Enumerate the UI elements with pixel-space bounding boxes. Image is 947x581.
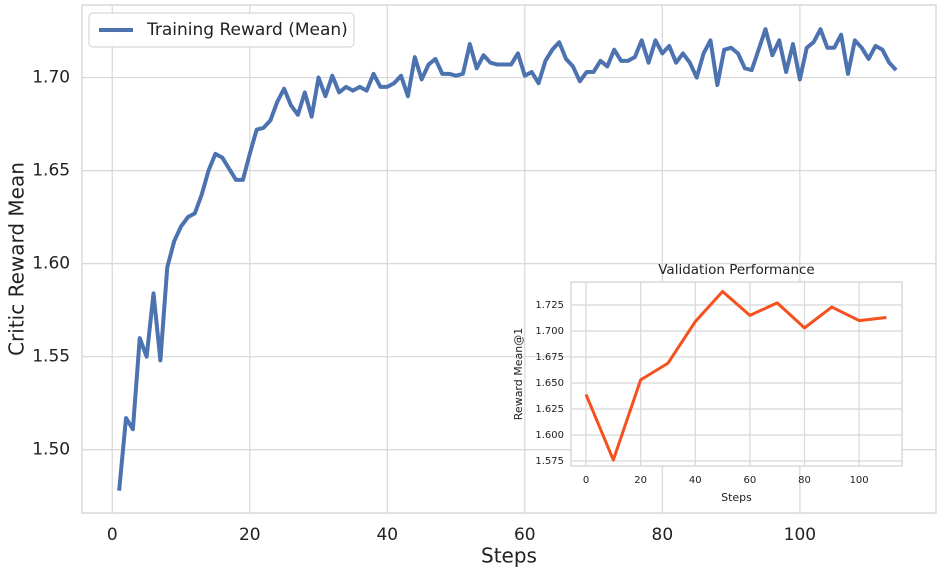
x-tick-label: 80 [798,475,811,486]
x-tick-label: 60 [744,475,757,486]
y-tick-label: 1.50 [32,440,70,460]
line-series [584,289,887,462]
y-axis-label: Reward Mean@1 [512,328,525,420]
line-series [117,27,898,491]
y-tick-label: 1.675 [535,352,564,363]
legend-box [88,12,355,48]
x-tick-label: 40 [376,525,398,545]
x-tick-label: 80 [652,525,674,545]
y-tick-label: 1.55 [32,347,70,367]
y-tick-label: 1.650 [535,378,564,389]
y-tick-label: 1.725 [535,300,564,311]
x-tick-label: 20 [239,525,261,545]
y-tick-label: 1.65 [32,161,70,181]
y-tick-label: 1.600 [535,430,564,441]
y-tick-label: 1.575 [535,456,564,467]
chart-title: Validation Performance [658,262,815,278]
x-tick-label: 40 [689,475,702,486]
x-tick-label: 0 [583,475,589,486]
x-axis-label: Steps [481,544,537,568]
x-tick-label: 20 [634,475,647,486]
y-tick-label: 1.700 [535,326,564,337]
x-tick-label: 100 [850,475,869,486]
x-tick-label: 60 [514,525,536,545]
y-axis-label: Critic Reward Mean [5,162,29,356]
y-tick-label: 1.70 [32,68,70,88]
y-tick-label: 1.625 [535,404,564,415]
x-axis-label: Steps [721,491,752,504]
y-tick-label: 1.60 [32,254,70,274]
legend-label: Training Reward (Mean) [146,20,348,40]
x-tick-label: 0 [107,525,118,545]
x-tick-label: 100 [784,525,816,545]
